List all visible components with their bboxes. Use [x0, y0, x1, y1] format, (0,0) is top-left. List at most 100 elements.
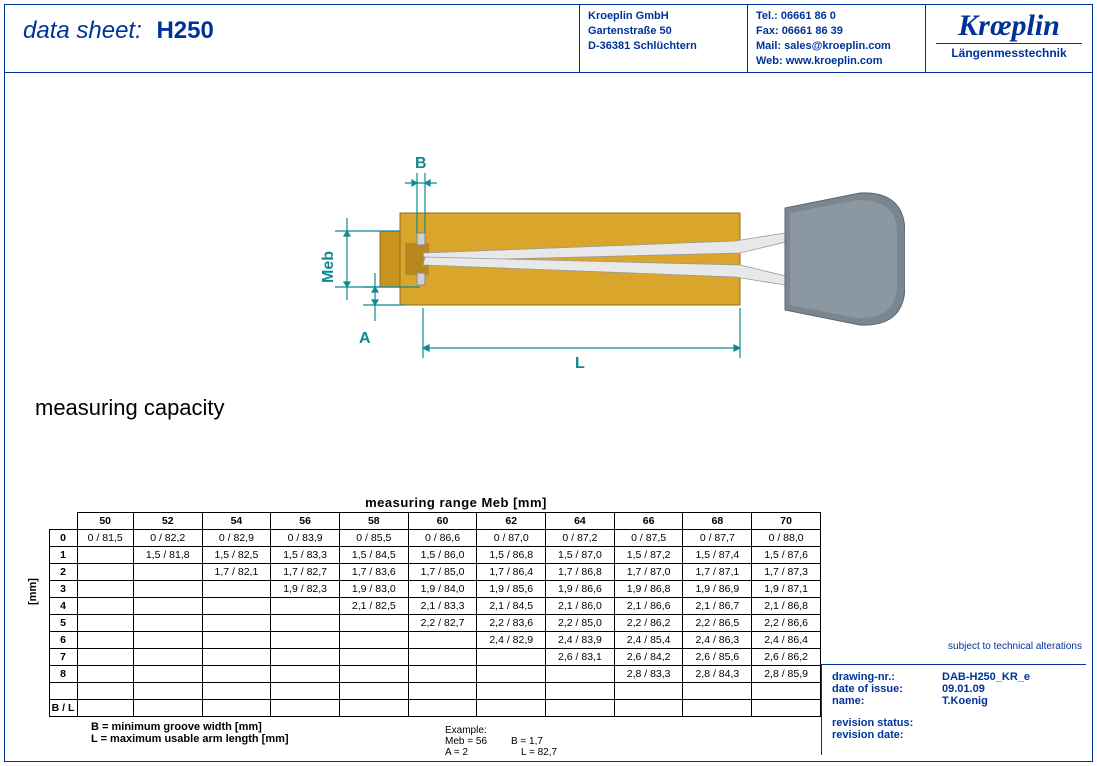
revdate-label: revision date:	[832, 729, 942, 741]
company-street: Gartenstraße 50	[588, 24, 739, 39]
technical-drawing: B Meb A	[305, 113, 905, 373]
fax-label: Fax:	[756, 25, 779, 37]
table-cell: 2,1 / 86,0	[546, 598, 615, 615]
ex-a: A = 2	[445, 747, 497, 758]
table-cell: 2,6 / 83,1	[546, 649, 615, 666]
table-row: 72,6 / 83,12,6 / 84,22,6 / 85,62,6 / 86,…	[11, 649, 821, 666]
col-header: 58	[339, 513, 408, 530]
col-header: 56	[271, 513, 340, 530]
table-cell	[202, 581, 271, 598]
table-cell	[133, 666, 202, 683]
table-cell: 1,7 / 86,8	[546, 564, 615, 581]
diagram-area: B Meb A	[5, 73, 1092, 383]
capacity-table: 5052545658606264666870 00 / 81,50 / 82,2…	[11, 512, 821, 717]
table-cell: 1,5 / 87,2	[614, 547, 683, 564]
table-cell: 2,4 / 86,4	[752, 632, 821, 649]
contact-cell: Tel.: 06661 86 0 Fax: 06661 86 39 Mail: …	[748, 5, 926, 72]
table-cell: 2,1 / 83,3	[408, 598, 477, 615]
table-row: 62,4 / 82,92,4 / 83,92,4 / 85,42,4 / 86,…	[11, 632, 821, 649]
table-cell: 1,9 / 83,0	[339, 581, 408, 598]
table-cell: 1,9 / 84,0	[408, 581, 477, 598]
table-cell: 1,5 / 86,8	[477, 547, 546, 564]
section-title: measuring capacity	[35, 395, 225, 421]
name-value: T.Koenig	[942, 695, 988, 707]
title-label: data sheet:	[23, 17, 142, 44]
ex-b: B = 1,7	[511, 736, 543, 747]
example-block: Example: Meb = 56B = 1,7 A = 2L = 82,7	[445, 725, 557, 758]
col-header: 60	[408, 513, 477, 530]
table-cell: 2,6 / 84,2	[614, 649, 683, 666]
row-header: 3	[49, 581, 77, 598]
table-cell: 1,5 / 87,0	[546, 547, 615, 564]
table-cell: 0 / 85,5	[339, 530, 408, 547]
col-header: 66	[614, 513, 683, 530]
table-cell: 1,9 / 86,9	[683, 581, 752, 598]
drawing-value: DAB-H250_KR_e	[942, 671, 1030, 683]
table-cell	[546, 666, 615, 683]
table-cell	[408, 632, 477, 649]
table-cell	[202, 666, 271, 683]
row-header: 0	[49, 530, 77, 547]
table-cell: 2,2 / 83,6	[477, 615, 546, 632]
table-cell	[77, 598, 133, 615]
table-cell	[133, 564, 202, 581]
table-cell: 2,4 / 83,9	[546, 632, 615, 649]
table-cell: 2,2 / 86,6	[752, 615, 821, 632]
logo-subtitle: Längenmesstechnik	[936, 43, 1082, 60]
table-cell: 1,5 / 86,0	[408, 547, 477, 564]
col-header: 52	[133, 513, 202, 530]
table-cell: 2,8 / 85,9	[752, 666, 821, 683]
table-cell	[77, 581, 133, 598]
row-header: 7	[49, 649, 77, 666]
revstatus-label: revision status:	[832, 717, 942, 729]
table-cell: 0 / 82,9	[202, 530, 271, 547]
table-cell: 1,7 / 87,3	[752, 564, 821, 581]
table-cell: 1,5 / 84,5	[339, 547, 408, 564]
table-cell	[77, 615, 133, 632]
table-cell: 2,1 / 86,6	[614, 598, 683, 615]
header: data sheet: H250 Kroeplin GmbH Gartenstr…	[5, 5, 1092, 73]
row-header: 5	[49, 615, 77, 632]
table-row: 3 1,9 / 82,31,9 / 83,01,9 / 84,01,9 / 85,…	[11, 581, 821, 598]
table-cell: 0 / 87,2	[546, 530, 615, 547]
fax-value: 06661 86 39	[782, 25, 843, 37]
mail-value: sales@kroeplin.com	[784, 40, 891, 52]
date-value: 09.01.09	[942, 683, 985, 695]
table-cell: 1,9 / 86,8	[614, 581, 683, 598]
table-cell	[339, 632, 408, 649]
table-header-text: measuring range Meb [mm]	[11, 495, 821, 510]
web-label: Web:	[756, 55, 783, 67]
ex-l: L = 82,7	[521, 747, 557, 758]
table-row: 21,7 / 82,11,7 / 82,71,7 / 83,61,7 / 85,…	[11, 564, 821, 581]
table-cell	[77, 564, 133, 581]
table-cell: 0 / 86,6	[408, 530, 477, 547]
col-header: 54	[202, 513, 271, 530]
col-header: 68	[683, 513, 752, 530]
table-cell: 1,7 / 87,0	[614, 564, 683, 581]
ex-meb: Meb = 56	[445, 736, 487, 747]
table-cell: 2,2 / 86,2	[614, 615, 683, 632]
row-header: 2	[49, 564, 77, 581]
table-cell: 2,2 / 82,7	[408, 615, 477, 632]
table-cell: 1,9 / 82,3	[271, 581, 340, 598]
name-label: name:	[832, 695, 942, 707]
table-cell	[202, 615, 271, 632]
table-cell	[271, 649, 340, 666]
row-header: 1	[49, 547, 77, 564]
footer-box: drawing-nr.:DAB-H250_KR_e date of issue:…	[821, 664, 1086, 755]
table-row: 42,1 / 82,52,1 / 83,32,1 / 84,52,1 / 86,…	[11, 598, 821, 615]
col-header: 70	[752, 513, 821, 530]
table-cell: 2,2 / 86,5	[683, 615, 752, 632]
company-cell: Kroeplin GmbH Gartenstraße 50 D-36381 Sc…	[580, 5, 748, 72]
table-row: 82,8 / 83,32,8 / 84,32,8 / 85,9	[11, 666, 821, 683]
table-cell	[339, 666, 408, 683]
table-cell	[271, 632, 340, 649]
table-cell: 1,5 / 81,8	[133, 547, 202, 564]
table-cell	[77, 666, 133, 683]
table-cell: 2,1 / 86,8	[752, 598, 821, 615]
table-cell	[408, 666, 477, 683]
table-cell: 1,9 / 85,6	[477, 581, 546, 598]
table-cell: 2,4 / 82,9	[477, 632, 546, 649]
logo-text: Krœplin	[936, 11, 1082, 41]
table-cell	[133, 615, 202, 632]
